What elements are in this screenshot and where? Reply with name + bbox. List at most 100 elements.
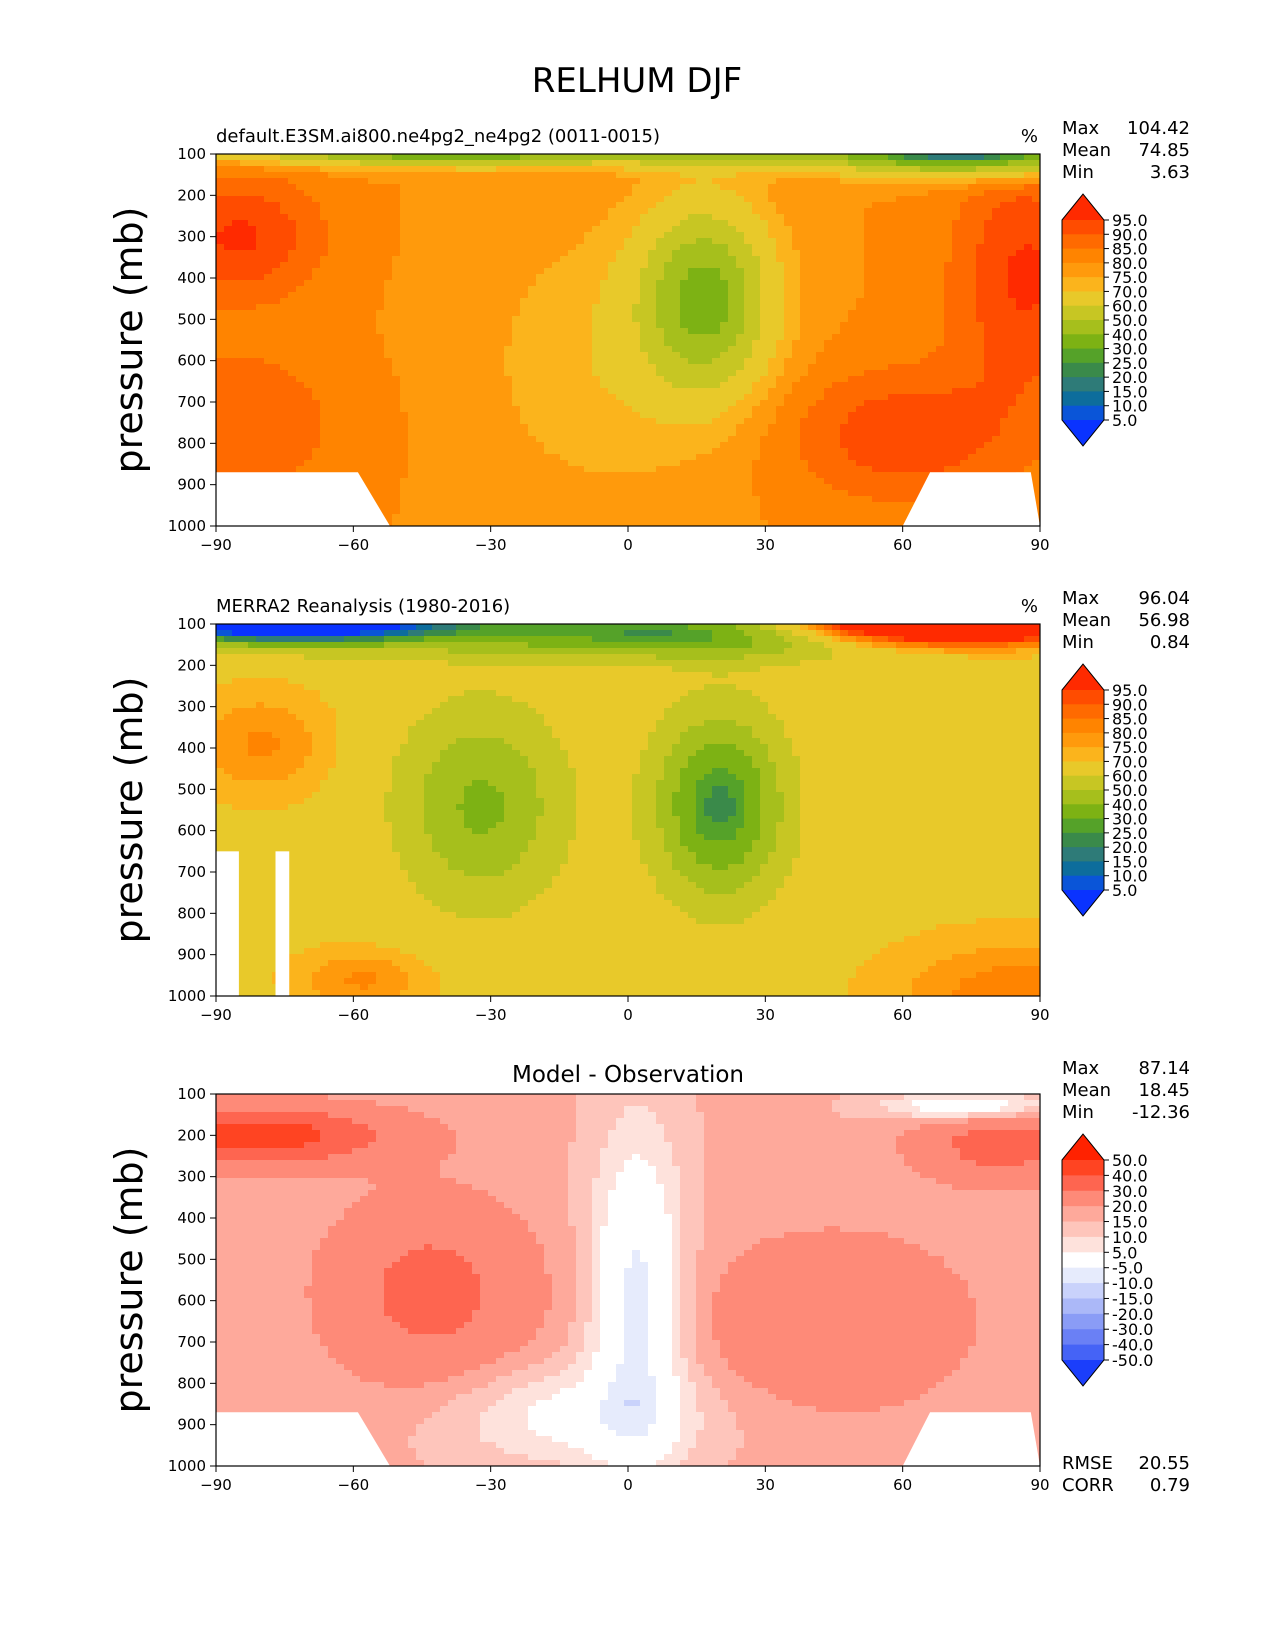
colorbar-segment bbox=[1062, 305, 1104, 321]
terrain-mask bbox=[902, 1412, 1040, 1466]
stat-label-min: Min bbox=[1062, 1102, 1094, 1123]
y-tick-label: 600 bbox=[177, 352, 206, 370]
colorbar-tick-label: -15.0 bbox=[1112, 1289, 1153, 1308]
colorbar-tick-label: -10.0 bbox=[1112, 1274, 1153, 1293]
terrain-mask bbox=[216, 472, 390, 526]
colorbar-extend-max bbox=[1062, 1134, 1104, 1160]
y-tick-label: 700 bbox=[177, 393, 206, 411]
x-tick-label: −60 bbox=[338, 1006, 370, 1024]
panel-3: Model - Observation100200300400500600700… bbox=[107, 1058, 1190, 1496]
colorbar-tick-label: -50.0 bbox=[1112, 1351, 1153, 1370]
x-tick-label: 60 bbox=[893, 1476, 912, 1494]
colorbar-tick-label: 70.0 bbox=[1112, 282, 1148, 301]
colorbar-extend-max bbox=[1062, 664, 1104, 690]
colorbar-tick-label: 70.0 bbox=[1112, 752, 1148, 771]
stat-value-max: 87.14 bbox=[1138, 1058, 1190, 1079]
y-tick-label: 700 bbox=[177, 1333, 206, 1351]
panel-title: default.E3SM.ai800.ne4pg2_ne4pg2 (0011-0… bbox=[216, 126, 660, 147]
stat-label-min: Min bbox=[1062, 162, 1094, 183]
stat-label-mean: Mean bbox=[1062, 610, 1111, 631]
x-tick-label: −30 bbox=[475, 1476, 507, 1494]
contour-field bbox=[216, 154, 1040, 526]
y-tick-label: 500 bbox=[177, 780, 206, 798]
colorbar-tick-label: 30.0 bbox=[1112, 1182, 1148, 1201]
colorbar-tick-label: 15.0 bbox=[1112, 382, 1148, 401]
x-tick-label: 0 bbox=[623, 536, 633, 554]
colorbar-tick-label: 15.0 bbox=[1112, 852, 1148, 871]
y-tick-label: 200 bbox=[177, 186, 206, 204]
colorbar-segment bbox=[1062, 1267, 1104, 1284]
contour-field bbox=[216, 1094, 1040, 1466]
colorbar-tick-label: 40.0 bbox=[1112, 325, 1148, 344]
x-tick-label: 0 bbox=[623, 1476, 633, 1494]
y-tick-label: 300 bbox=[177, 228, 206, 246]
x-tick-label: −30 bbox=[475, 1006, 507, 1024]
colorbar: 95.090.085.080.075.070.060.050.040.030.0… bbox=[1061, 663, 1148, 917]
stat-label-min: Min bbox=[1062, 632, 1094, 653]
colorbar-segment bbox=[1062, 704, 1104, 720]
terrain-mask bbox=[216, 1412, 390, 1466]
stat-value-min: 3.63 bbox=[1150, 162, 1190, 183]
stat-label-rmse: RMSE bbox=[1062, 1453, 1113, 1474]
y-axis-label: pressure (mb) bbox=[107, 676, 151, 943]
colorbar-tick-label: -40.0 bbox=[1112, 1336, 1153, 1355]
y-tick-label: 600 bbox=[177, 822, 206, 840]
colorbar-segment bbox=[1062, 248, 1104, 264]
colorbar-segment bbox=[1062, 1252, 1104, 1269]
colorbar-tick-label: 50.0 bbox=[1112, 311, 1148, 330]
colorbar-segment bbox=[1062, 262, 1104, 278]
colorbar-segment bbox=[1062, 861, 1104, 877]
y-tick-label: 600 bbox=[177, 1292, 206, 1310]
y-tick-label: 100 bbox=[177, 145, 206, 163]
colorbar-tick-label: 5.0 bbox=[1112, 881, 1137, 900]
colorbar-tick-label: 10.0 bbox=[1112, 1228, 1148, 1247]
units-label: % bbox=[1021, 126, 1038, 147]
colorbar-segment bbox=[1062, 832, 1104, 848]
colorbar-segment bbox=[1062, 348, 1104, 364]
x-tick-label: 30 bbox=[756, 1476, 775, 1494]
stat-value-max: 96.04 bbox=[1138, 588, 1190, 609]
colorbar-segment bbox=[1062, 1236, 1104, 1253]
colorbar-segment bbox=[1062, 362, 1104, 378]
colorbar-tick-label: 60.0 bbox=[1112, 767, 1148, 786]
colorbar-segment bbox=[1062, 1344, 1104, 1361]
colorbar-segment bbox=[1062, 1283, 1104, 1299]
y-tick-label: 1000 bbox=[168, 1457, 206, 1475]
stat-value-min: -12.36 bbox=[1132, 1102, 1190, 1123]
colorbar-tick-label: 80.0 bbox=[1112, 724, 1148, 743]
y-tick-label: 100 bbox=[177, 615, 206, 633]
colorbar-tick-label: 50.0 bbox=[1112, 1151, 1148, 1170]
stat-value-mean: 74.85 bbox=[1138, 140, 1190, 161]
colorbar-segment bbox=[1062, 747, 1104, 762]
colorbar-tick-label: 95.0 bbox=[1112, 681, 1148, 700]
stat-value-rmse: 20.55 bbox=[1138, 1453, 1190, 1474]
x-tick-label: −90 bbox=[200, 536, 232, 554]
y-tick-label: 700 bbox=[177, 863, 206, 881]
colorbar-segment bbox=[1062, 1329, 1104, 1346]
y-tick-label: 100 bbox=[177, 1085, 206, 1103]
y-axis-label: pressure (mb) bbox=[107, 1146, 151, 1413]
y-axis-label: pressure (mb) bbox=[107, 206, 151, 473]
colorbar-tick-label: 5.0 bbox=[1112, 1243, 1137, 1262]
y-tick-label: 900 bbox=[177, 946, 206, 964]
colorbar-tick-label: 75.0 bbox=[1112, 268, 1148, 287]
y-tick-label: 1000 bbox=[168, 517, 206, 535]
x-tick-label: 90 bbox=[1030, 536, 1049, 554]
panel-2: MERRA2 Reanalysis (1980-2016) %1002003004… bbox=[107, 588, 1190, 1024]
colorbar-tick-label: -5.0 bbox=[1112, 1259, 1143, 1278]
figure-title: RELHUM DJF bbox=[532, 61, 742, 101]
panel-title: MERRA2 Reanalysis (1980-2016) bbox=[216, 596, 510, 617]
colorbar-segment bbox=[1062, 1221, 1104, 1238]
terrain-mask bbox=[216, 851, 239, 996]
colorbar-tick-label: 90.0 bbox=[1112, 695, 1148, 714]
contour-field bbox=[216, 624, 1040, 996]
colorbar-tick-label: -30.0 bbox=[1112, 1320, 1153, 1339]
x-tick-label: 60 bbox=[893, 536, 912, 554]
colorbar-tick-label: -20.0 bbox=[1112, 1305, 1153, 1324]
y-tick-label: 200 bbox=[177, 1126, 206, 1144]
x-tick-label: −90 bbox=[200, 1476, 232, 1494]
y-tick-label: 900 bbox=[177, 1416, 206, 1434]
colorbar-tick-label: 30.0 bbox=[1112, 810, 1148, 829]
colorbar-segment bbox=[1062, 761, 1104, 777]
